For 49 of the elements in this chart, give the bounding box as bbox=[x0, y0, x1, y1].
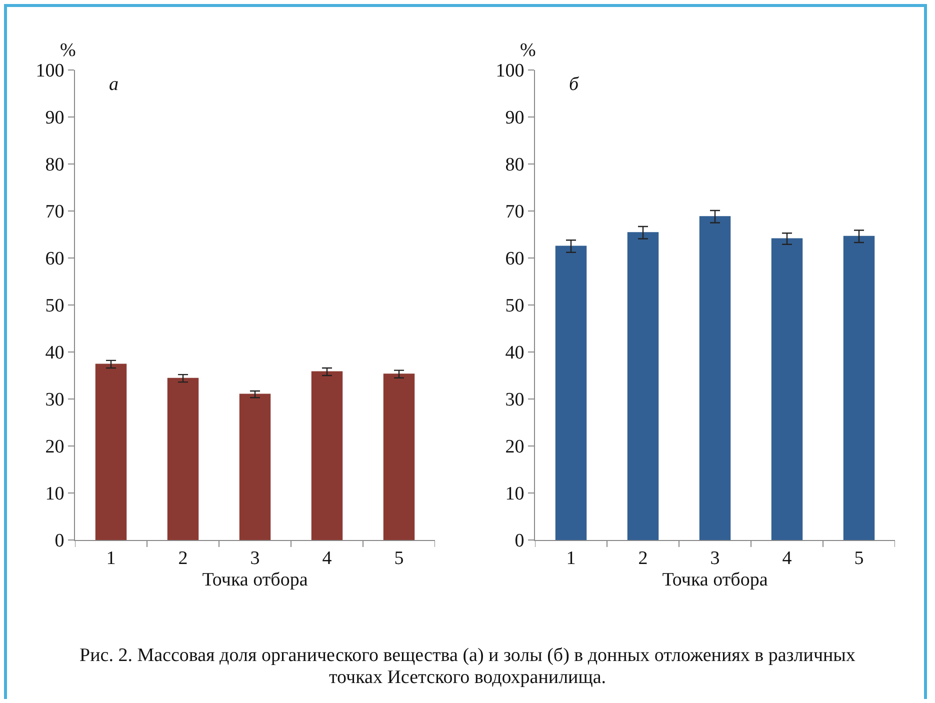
bar bbox=[843, 236, 875, 540]
bar bbox=[555, 246, 587, 540]
bar bbox=[771, 238, 803, 540]
y-tick-label: 50 bbox=[505, 296, 524, 317]
y-tick-label: 30 bbox=[505, 390, 524, 411]
y-tick-label: 60 bbox=[505, 248, 524, 270]
x-tick-label: 1 bbox=[106, 548, 116, 569]
bar bbox=[627, 232, 659, 540]
bar bbox=[383, 374, 415, 540]
y-tick-label: 70 bbox=[505, 202, 524, 223]
y-tick-label: 30 bbox=[45, 390, 64, 411]
x-tick-label: 3 bbox=[710, 548, 720, 569]
y-tick-label: 90 bbox=[45, 108, 64, 129]
y-tick-label: 80 bbox=[45, 154, 64, 176]
x-tick-label: 5 bbox=[854, 548, 864, 569]
y-tick-label: 40 bbox=[45, 342, 64, 364]
x-axis-title: Точка отбора bbox=[202, 570, 308, 591]
annotation: а bbox=[109, 74, 118, 95]
bar bbox=[311, 371, 343, 540]
y-tick-label: 20 bbox=[45, 436, 64, 458]
y-tick-label: 60 bbox=[45, 248, 64, 270]
y-axis-title: % bbox=[60, 40, 76, 61]
y-tick-label: 0 bbox=[514, 530, 524, 552]
y-tick-label: 0 bbox=[54, 530, 64, 552]
y-tick-label: 10 bbox=[45, 484, 64, 505]
y-tick-label: 100 bbox=[36, 60, 64, 82]
y-tick-label: 40 bbox=[505, 342, 524, 364]
y-tick-label: 80 bbox=[505, 154, 524, 176]
x-tick-label: 2 bbox=[178, 548, 188, 569]
x-tick-label: 4 bbox=[782, 548, 792, 569]
x-axis-title: Точка отбора bbox=[662, 570, 768, 591]
x-tick-label: 5 bbox=[394, 548, 404, 569]
y-tick-label: 90 bbox=[505, 108, 524, 129]
y-axis-title: % bbox=[520, 40, 536, 61]
y-tick-label: 100 bbox=[496, 60, 524, 82]
y-tick-label: 20 bbox=[505, 436, 524, 458]
bar bbox=[95, 364, 127, 540]
x-tick-label: 2 bbox=[638, 548, 648, 569]
y-tick-label: 70 bbox=[45, 202, 64, 223]
y-tick-label: 50 bbox=[45, 296, 64, 317]
annotation: б bbox=[569, 74, 580, 95]
bar bbox=[239, 394, 271, 540]
x-tick-label: 3 bbox=[250, 548, 260, 569]
bar bbox=[167, 378, 199, 540]
bar bbox=[699, 216, 731, 540]
text: Рис. 2. Массовая доля органического вещества (а) и золы (б) в донных отложениях в различных точках Исетского водохранилища. bbox=[78, 645, 856, 689]
y-tick-label: 10 bbox=[505, 484, 524, 505]
x-tick-label: 1 bbox=[566, 548, 576, 569]
x-tick-label: 4 bbox=[322, 548, 332, 569]
